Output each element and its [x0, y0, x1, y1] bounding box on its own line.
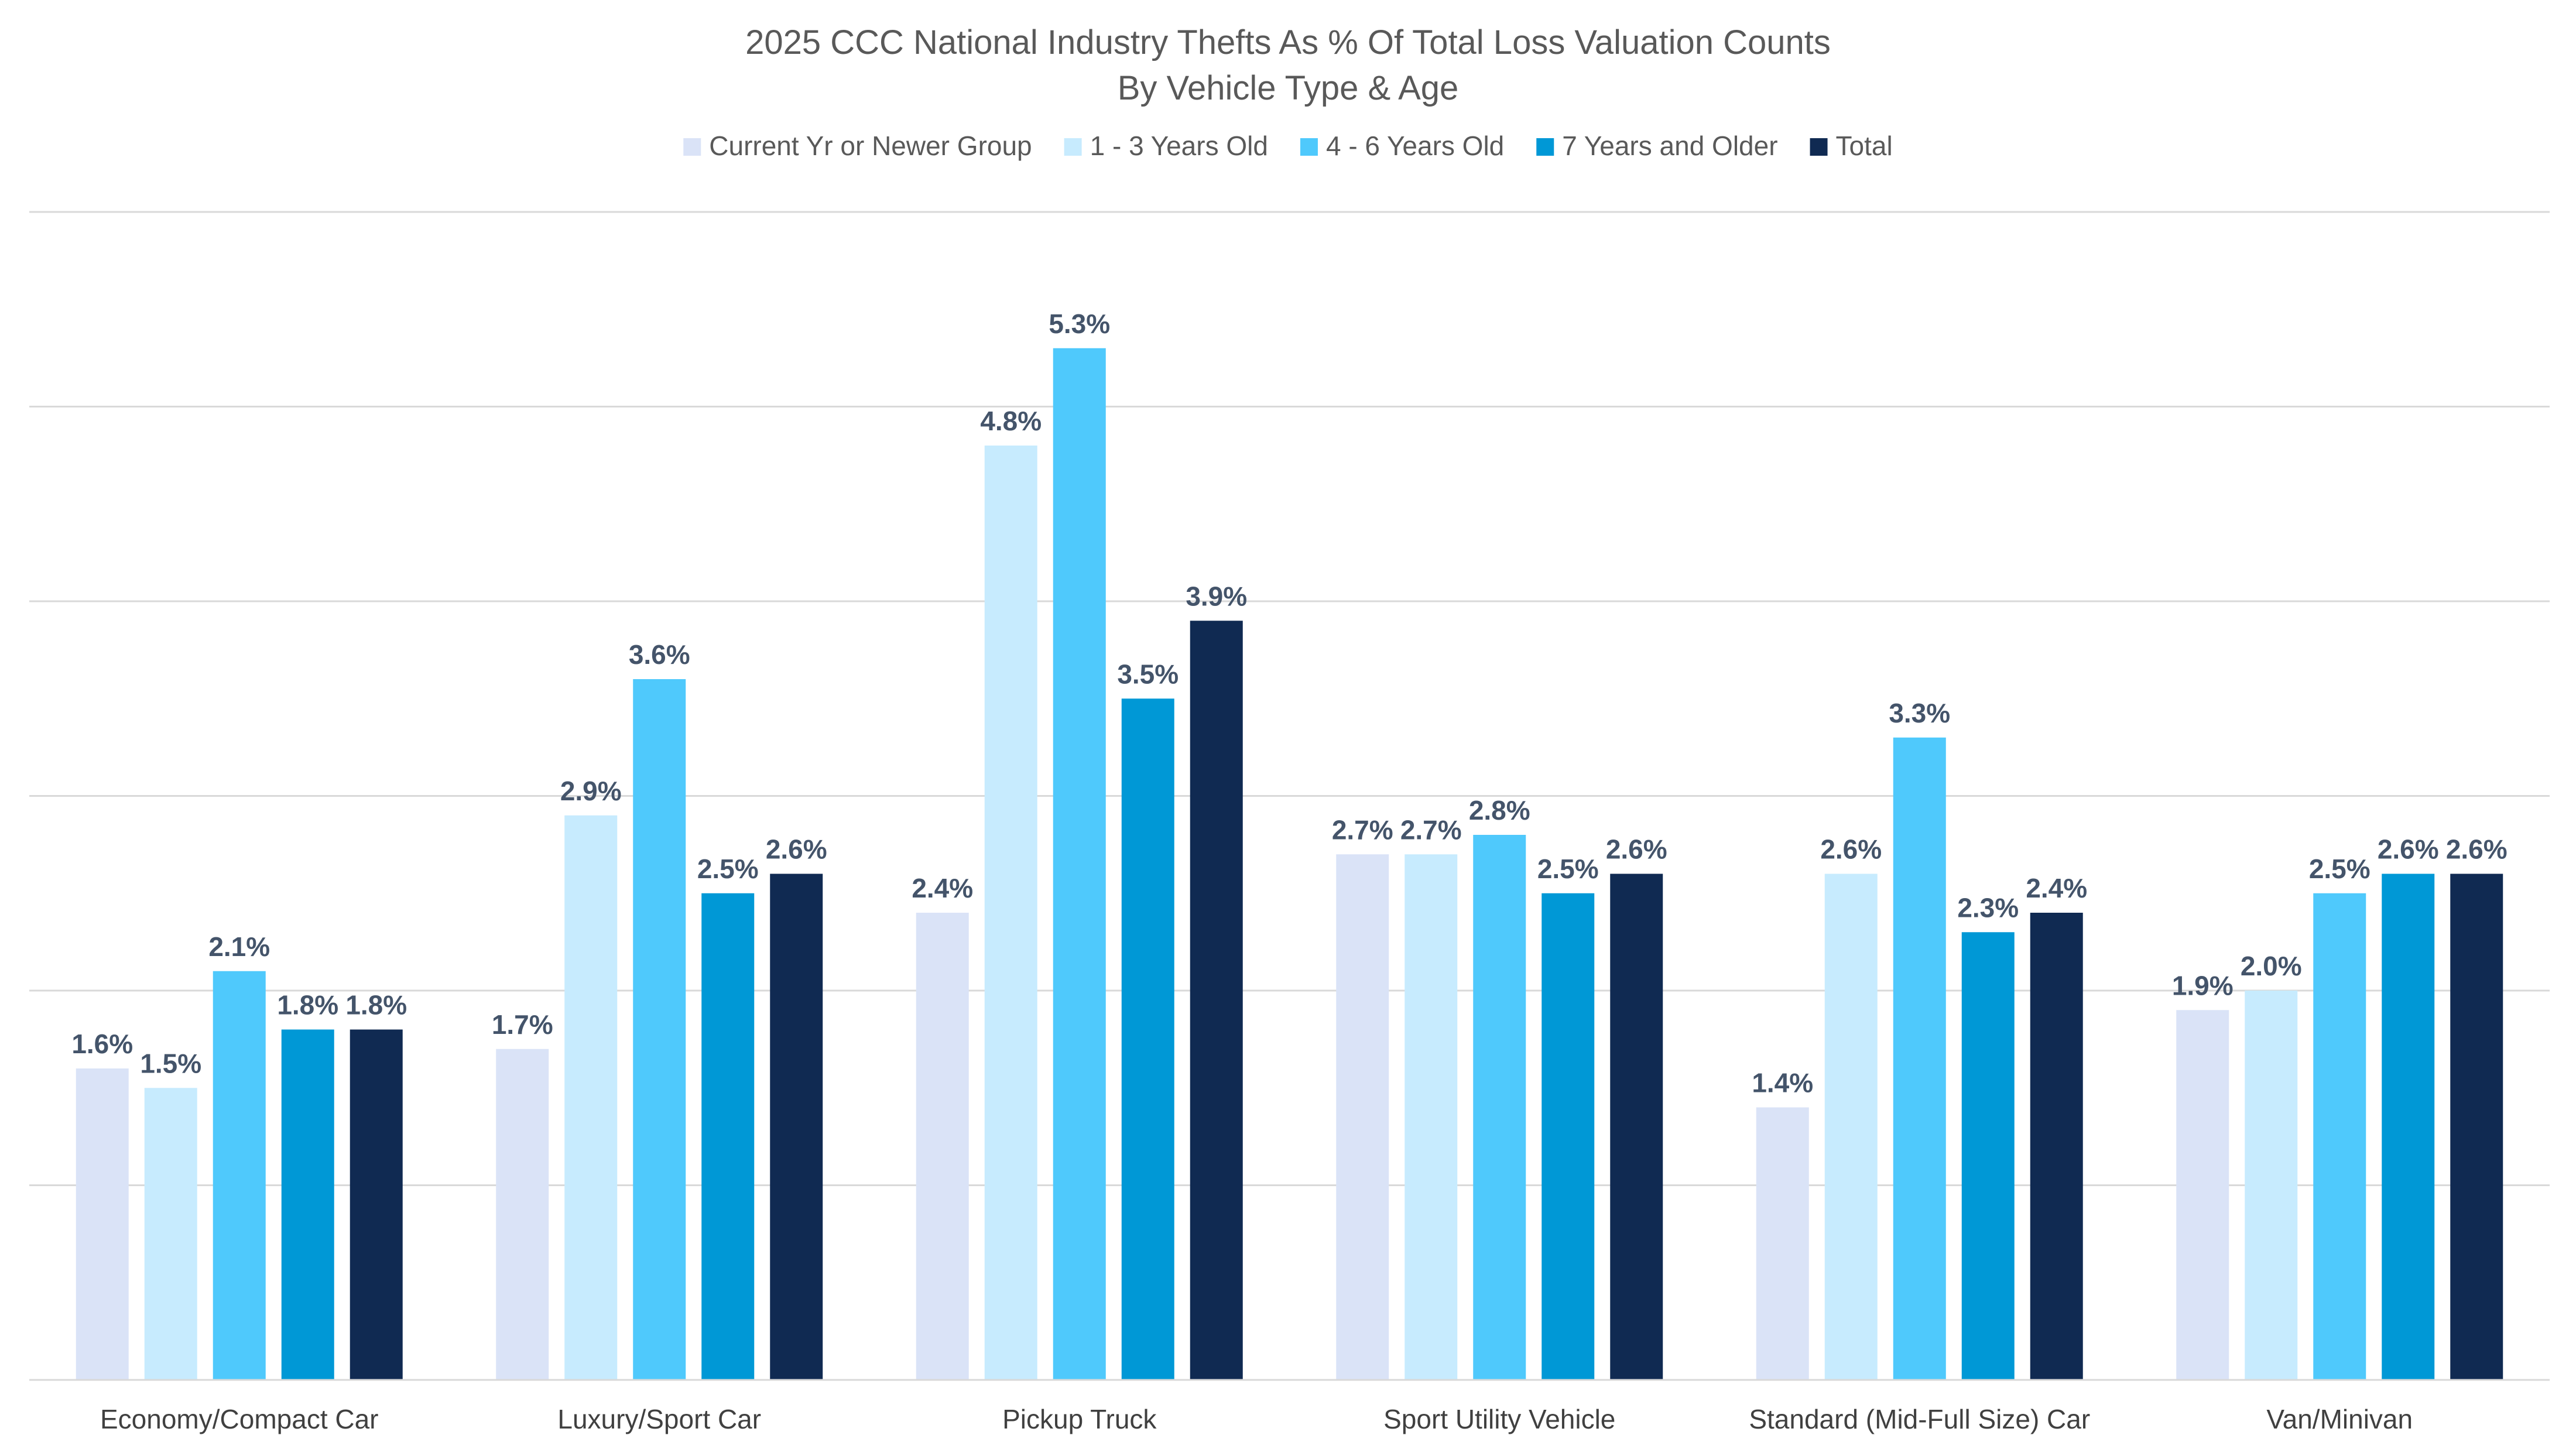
bar — [213, 971, 266, 1380]
bar — [2450, 873, 2503, 1380]
gridlines — [29, 211, 2550, 1186]
bar — [1893, 737, 1946, 1380]
legend-label: Total — [1836, 131, 1893, 161]
data-label: 1.7% — [492, 1009, 553, 1040]
data-label: 3.5% — [1117, 659, 1179, 689]
data-label: 2.9% — [560, 776, 622, 806]
legend-item: 7 Years and Older — [1536, 131, 1778, 161]
legend-swatch — [683, 138, 701, 156]
legend-label: 1 - 3 Years Old — [1090, 131, 1268, 161]
data-label: 1.8% — [277, 990, 338, 1020]
data-label: 2.7% — [1400, 814, 1462, 845]
legend-label: 7 Years and Older — [1562, 131, 1777, 161]
legend-label: 4 - 6 Years Old — [1326, 131, 1504, 161]
data-label: 2.5% — [1537, 854, 1599, 884]
legend-label: Current Yr or Newer Group — [709, 131, 1032, 161]
bar — [350, 1029, 403, 1380]
bar — [633, 679, 686, 1380]
bar — [281, 1029, 334, 1380]
data-label: 3.6% — [629, 639, 690, 670]
data-label: 2.6% — [766, 834, 827, 865]
bar — [770, 873, 823, 1380]
bar — [1824, 873, 1878, 1380]
legend-swatch — [1300, 138, 1318, 156]
x-axis: Economy/Compact Car Luxury/Sport Car Picku… — [29, 1379, 2550, 1434]
data-label: 2.8% — [1469, 795, 1530, 825]
data-label: 2.6% — [1606, 834, 1667, 865]
legend-item: Total — [1810, 131, 1893, 161]
bar — [984, 446, 1037, 1380]
bar — [1121, 698, 1174, 1380]
x-tick-label: Standard (Mid-Full Size) Car — [1749, 1404, 2090, 1434]
legend-item: 4 - 6 Years Old — [1300, 131, 1504, 161]
bar — [564, 815, 618, 1380]
data-label: 2.6% — [2446, 834, 2508, 865]
legend: Current Yr or Newer Group 1 - 3 Years Old… — [683, 131, 1893, 161]
data-label: 2.3% — [1957, 892, 2019, 923]
data-label: 2.4% — [2026, 873, 2087, 903]
bar — [1473, 835, 1526, 1380]
chart-subtitle: By Vehicle Type & Age — [1118, 69, 1459, 107]
bar — [2176, 1010, 2229, 1380]
legend-swatch — [1064, 138, 1082, 156]
bar — [1756, 1107, 1809, 1380]
bar — [1961, 932, 2015, 1380]
legend-swatch — [1810, 138, 1828, 156]
data-label: 2.6% — [1820, 834, 1882, 865]
data-label: 2.0% — [2241, 951, 2302, 981]
bar — [1336, 854, 1389, 1380]
bar — [496, 1049, 549, 1380]
bar — [1542, 893, 1595, 1380]
data-label: 1.5% — [140, 1048, 201, 1078]
data-label: 2.7% — [1332, 814, 1393, 845]
data-label: 2.5% — [697, 854, 759, 884]
data-labels: 1.6%1.5%2.1%1.8% 1.8%1.7%2.9%3.6%2.5%2.6%… — [71, 309, 2507, 1098]
bar — [76, 1068, 129, 1380]
chart-title: 2025 CCC National Industry Thefts As % O… — [745, 23, 1831, 61]
data-label: 2.1% — [208, 931, 270, 962]
legend-item: 1 - 3 Years Old — [1064, 131, 1268, 161]
data-label: 1.6% — [71, 1029, 133, 1059]
data-label: 1.8% — [345, 990, 407, 1020]
bar — [1190, 621, 1243, 1380]
data-label: 5.3% — [1049, 309, 1110, 339]
data-label: 4.8% — [980, 406, 1042, 436]
x-tick-label: Economy/Compact Car — [100, 1404, 379, 1434]
data-label: 1.9% — [2172, 970, 2234, 1001]
bar — [1053, 348, 1106, 1380]
x-tick-label: Pickup Truck — [1002, 1404, 1157, 1434]
bar — [2245, 991, 2298, 1380]
data-label: 3.9% — [1186, 581, 1247, 611]
bar — [1610, 873, 1663, 1380]
legend-item: Current Yr or Newer Group — [683, 131, 1032, 161]
data-label: 3.3% — [1889, 698, 1950, 728]
legend-swatch — [1536, 138, 1554, 156]
data-label: 2.5% — [2309, 854, 2371, 884]
bar — [1405, 854, 1458, 1380]
bar — [2313, 893, 2366, 1380]
x-tick-label: Luxury/Sport Car — [557, 1404, 761, 1434]
bars — [76, 348, 2503, 1380]
x-tick-label: Van/Minivan — [2266, 1404, 2413, 1434]
data-label: 1.4% — [1752, 1068, 1813, 1098]
bar — [701, 893, 755, 1380]
data-label: 2.4% — [912, 873, 973, 903]
bar — [2030, 913, 2083, 1380]
data-label: 2.6% — [2378, 834, 2439, 865]
bar — [916, 913, 969, 1380]
bar — [144, 1088, 197, 1380]
bar — [2382, 873, 2435, 1380]
x-tick-label: Sport Utility Vehicle — [1383, 1404, 1615, 1434]
